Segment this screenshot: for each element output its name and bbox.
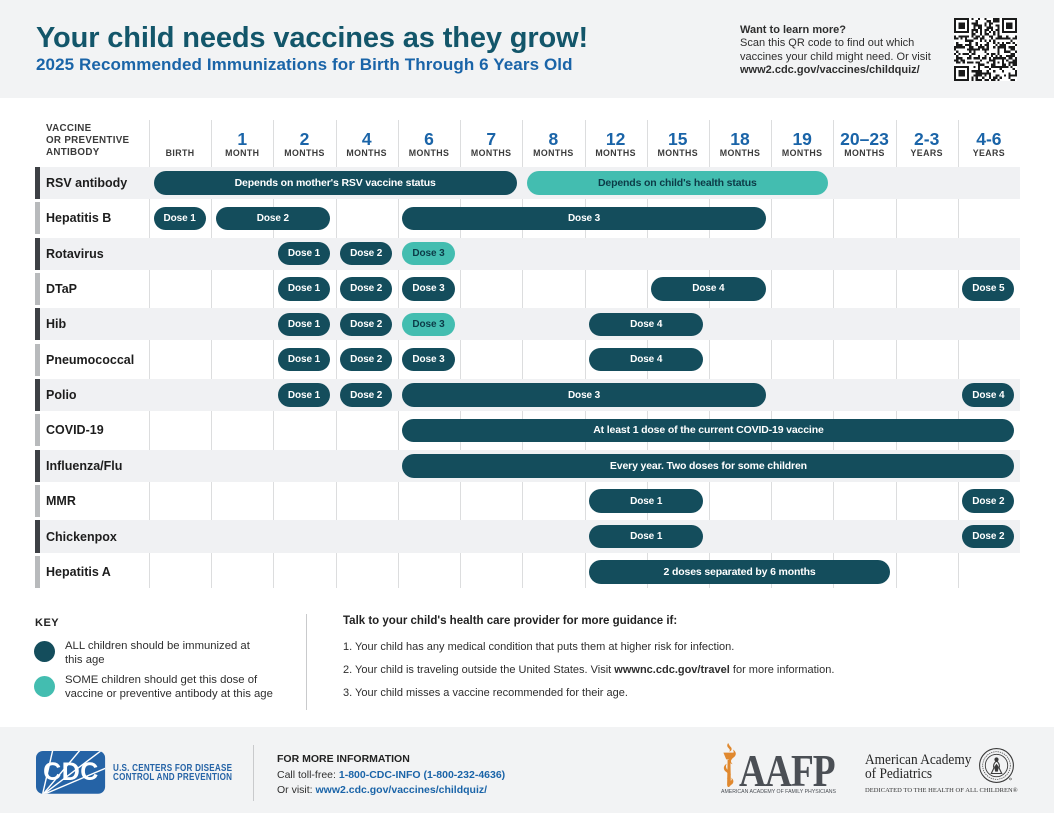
svg-text:CDC: CDC xyxy=(43,758,99,786)
